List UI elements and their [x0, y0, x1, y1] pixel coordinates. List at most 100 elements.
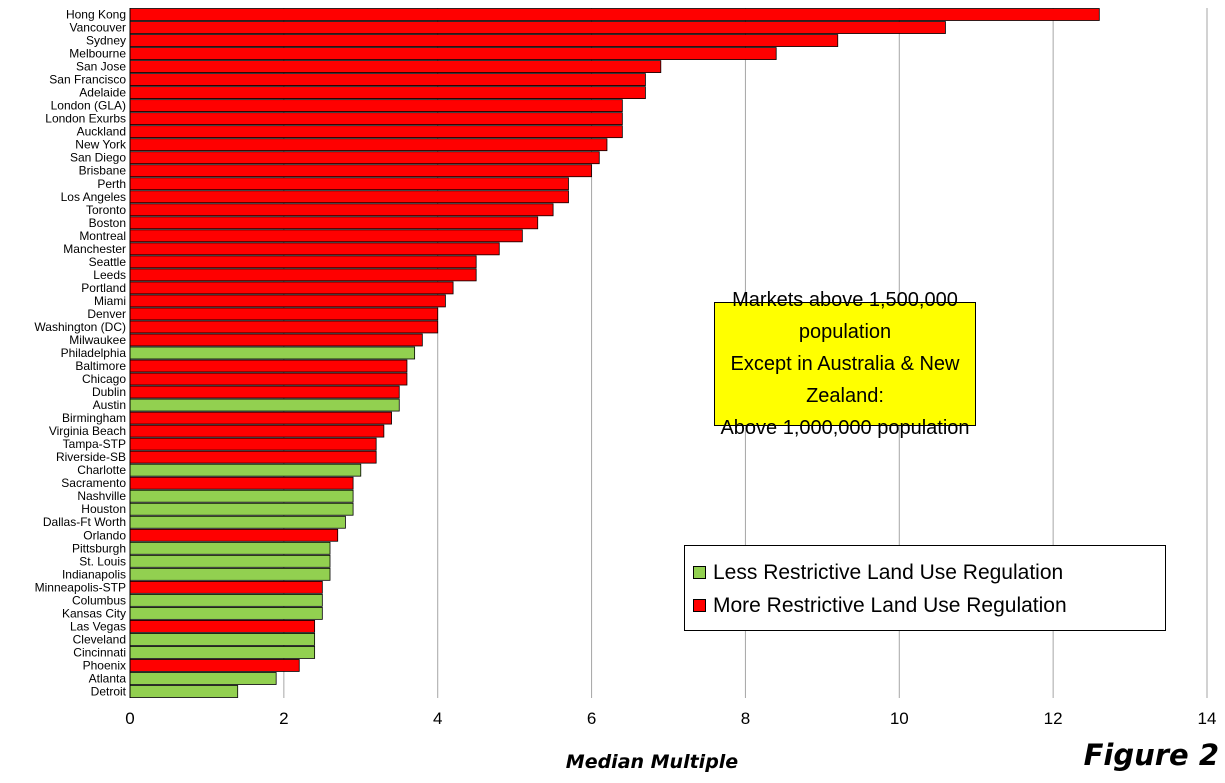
annotation-line: Above 1,000,000 population	[720, 417, 970, 439]
category-label: Denver	[87, 307, 126, 321]
bar	[129, 385, 400, 399]
category-label: Riverside-SB	[56, 450, 126, 464]
legend-item-more: More Restrictive Land Use Regulation	[693, 589, 1165, 622]
category-label: Atlanta	[89, 671, 127, 685]
category-label: Dublin	[92, 385, 126, 399]
category-label: Boston	[89, 216, 126, 230]
bar	[129, 528, 339, 542]
bar	[129, 502, 354, 516]
x-tick-label: 2	[279, 709, 288, 728]
bar	[129, 255, 477, 269]
bar	[129, 646, 316, 659]
bar	[129, 606, 323, 620]
bar	[129, 359, 408, 373]
category-label: Milwaukee	[69, 333, 126, 347]
category-label: Chicago	[82, 372, 126, 386]
category-label: Birmingham	[62, 411, 126, 425]
category-label: Tampa-STP	[63, 437, 126, 451]
legend-label-more: More Restrictive Land Use Regulation	[713, 593, 1067, 617]
bar	[129, 463, 362, 477]
bar	[129, 489, 354, 503]
bar	[129, 216, 539, 230]
category-label: Virginia Beach	[49, 424, 126, 438]
bar	[129, 125, 623, 139]
x-tick-label: 10	[890, 709, 909, 728]
category-label: Columbus	[72, 593, 126, 607]
category-label: Leeds	[93, 268, 126, 282]
category-label: Hong Kong	[66, 8, 126, 22]
figure-label: Figure 2	[1083, 738, 1219, 772]
x-tick-labels: 0 2 4 6 8 10 12 14	[125, 709, 1216, 728]
category-label: Pittsburgh	[72, 541, 126, 555]
category-label: Phoenix	[83, 658, 126, 672]
bar	[129, 620, 316, 633]
category-label: Manchester	[63, 242, 126, 256]
category-label: Montreal	[79, 229, 126, 243]
bar	[129, 372, 408, 386]
category-label: Portland	[81, 281, 126, 295]
bar	[129, 8, 1100, 21]
category-label: Dallas-Ft Worth	[43, 515, 126, 529]
bar	[129, 320, 439, 334]
bar	[129, 190, 569, 204]
category-label: Minneapolis-STP	[35, 580, 126, 594]
x-axis-label: Median Multiple	[566, 751, 739, 773]
bar	[129, 411, 392, 425]
legend: Less Restrictive Land Use Regulation Mor…	[684, 545, 1166, 631]
bar	[129, 450, 377, 464]
bar	[129, 268, 477, 282]
annotation-box: Markets above 1,500,000 population Excep…	[714, 289, 976, 439]
category-label: San Diego	[70, 151, 126, 165]
category-label: Houston	[81, 502, 126, 516]
bar	[129, 567, 331, 581]
legend-swatch-less	[693, 566, 706, 579]
bar	[129, 307, 439, 321]
bar	[129, 659, 300, 672]
category-label: Austin	[93, 398, 126, 412]
category-label: Toronto	[86, 203, 126, 217]
legend-label-less: Less Restrictive Land Use Regulation	[713, 560, 1064, 584]
category-label: San Jose	[76, 60, 126, 74]
bar	[129, 203, 554, 217]
bar	[129, 541, 331, 555]
bar	[129, 554, 331, 568]
bar	[129, 99, 623, 113]
category-label: Sacramento	[61, 476, 126, 490]
annotation-line: Except in Australia & New Zealand:	[730, 353, 960, 407]
bar	[129, 424, 385, 438]
category-label: Perth	[97, 177, 126, 191]
category-label: Miami	[94, 294, 126, 308]
bar	[129, 73, 646, 86]
category-label: Cincinnati	[73, 645, 126, 659]
bar	[129, 112, 623, 126]
bar	[129, 346, 416, 360]
category-label: Melbourne	[69, 47, 126, 61]
category-label: St. Louis	[79, 554, 126, 568]
bar	[129, 398, 400, 412]
bar	[129, 633, 316, 646]
category-label: Washington (DC)	[34, 320, 126, 334]
bar	[129, 437, 377, 451]
bar	[129, 593, 323, 607]
category-label: Brisbane	[79, 164, 127, 178]
bar	[129, 476, 354, 490]
legend-item-less: Less Restrictive Land Use Regulation	[693, 556, 1165, 589]
category-label: Adelaide	[79, 86, 126, 100]
bar	[129, 34, 839, 47]
annotation-line: Markets above 1,500,000 population	[732, 289, 958, 343]
bar	[129, 672, 277, 685]
category-label: Baltimore	[75, 359, 126, 373]
bar	[129, 281, 454, 295]
category-label: Cleveland	[73, 632, 126, 646]
category-label: Nashville	[77, 489, 126, 503]
bar	[129, 177, 569, 191]
category-label: Kansas City	[62, 606, 126, 620]
category-label: London (GLA)	[51, 99, 126, 113]
bar	[129, 515, 346, 529]
bar	[129, 86, 646, 100]
bar	[129, 60, 662, 73]
category-label: Philadelphia	[61, 346, 127, 360]
category-label: Vancouver	[70, 21, 126, 35]
x-tick-label: 0	[125, 709, 134, 728]
